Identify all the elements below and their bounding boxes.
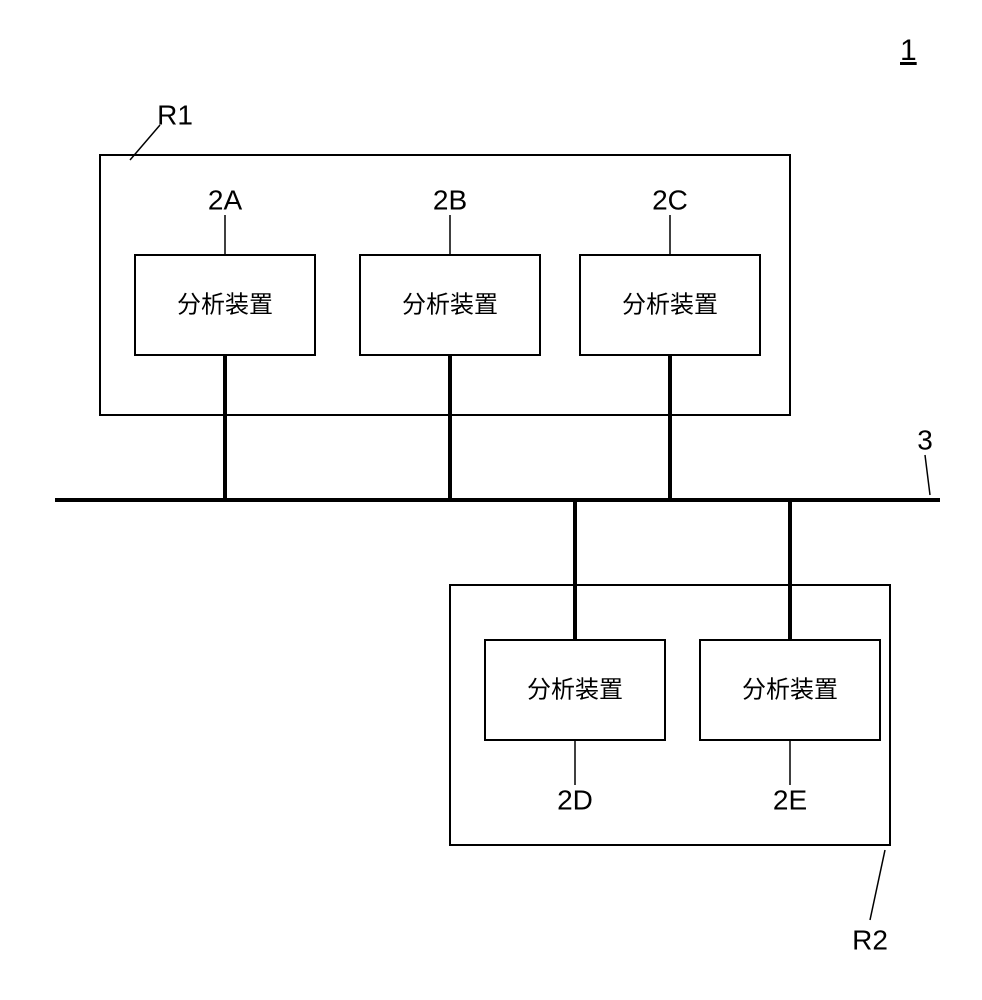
group-R2-label: R2: [852, 925, 888, 956]
group-R1-label: R1: [157, 100, 193, 131]
group-R2-leader: [870, 850, 885, 920]
node-2A-text: 分析装置: [177, 292, 273, 319]
node-2D-label: 2D: [557, 785, 593, 816]
bus-label: 3: [917, 425, 933, 456]
node-2E-text: 分析装置: [742, 677, 838, 704]
bus-label-leader: [925, 455, 930, 495]
figure-number: 1: [900, 34, 917, 67]
node-2B-label: 2B: [433, 185, 467, 216]
node-2D-text: 分析装置: [527, 677, 623, 704]
node-2C-label: 2C: [652, 185, 688, 216]
node-2C-text: 分析装置: [622, 292, 718, 319]
node-2E-label: 2E: [773, 785, 807, 816]
node-2A-label: 2A: [208, 185, 243, 216]
node-2B-text: 分析装置: [402, 292, 498, 319]
